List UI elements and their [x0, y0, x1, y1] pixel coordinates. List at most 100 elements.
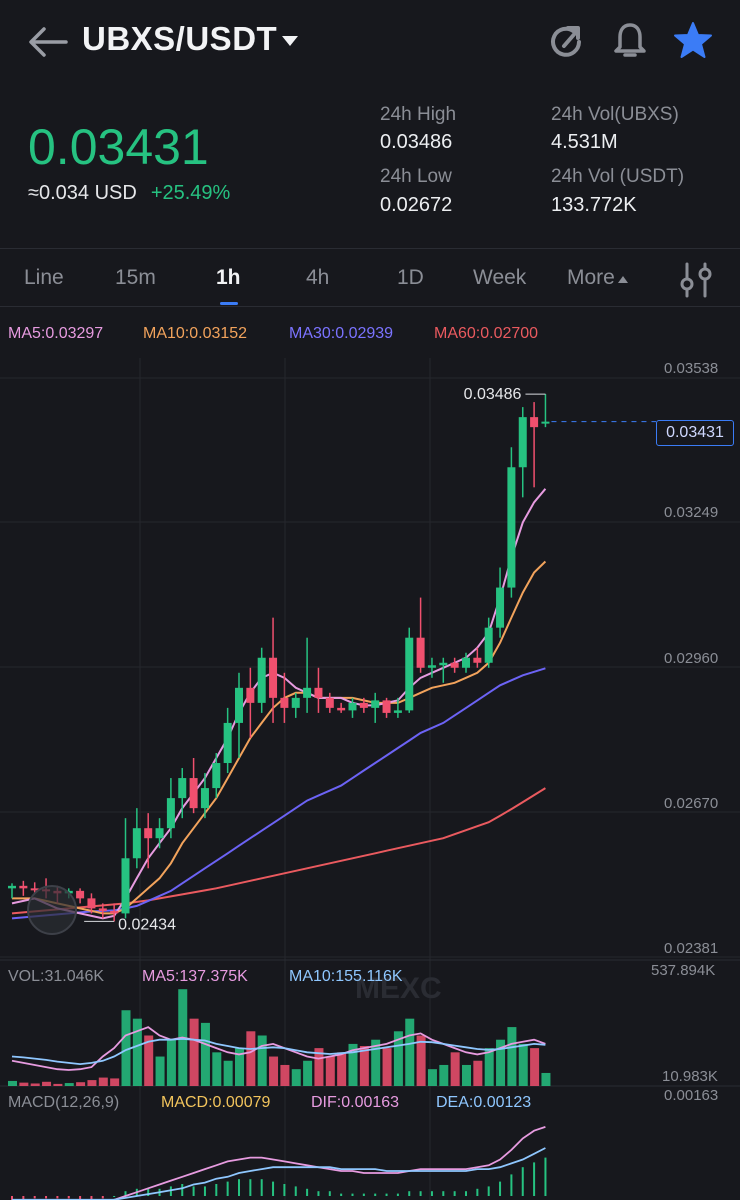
macd-hist-bar — [385, 1193, 388, 1196]
candle-body — [507, 467, 516, 588]
chevron-down-icon[interactable] — [282, 36, 298, 46]
volume-bar — [246, 1031, 256, 1086]
dea-value: DEA:0.00123 — [436, 1094, 532, 1111]
candle-body — [212, 763, 221, 789]
watermark: MEXC — [355, 972, 442, 1005]
volume-bar — [53, 1083, 63, 1086]
macd-hist-bar — [283, 1184, 286, 1196]
macd-value: MACD:0.00079 — [161, 1094, 271, 1111]
tab-4h[interactable]: 4h — [306, 266, 330, 289]
macd-hist-bar — [521, 1167, 524, 1196]
last-price: 0.03431 — [28, 119, 209, 175]
macd-hist-bar — [215, 1184, 218, 1196]
ma60-path — [11, 787, 546, 915]
macd-hist-bar — [465, 1191, 467, 1196]
volume-pane — [8, 989, 551, 1086]
volume-bar — [189, 1018, 199, 1086]
volume-bar — [405, 1018, 415, 1086]
volume-bar — [144, 1035, 154, 1086]
star-icon[interactable] — [673, 20, 713, 60]
candle-body — [484, 627, 493, 663]
macd-hist-bar — [544, 1157, 547, 1196]
volume-bar — [484, 1048, 494, 1086]
candle-body — [76, 890, 85, 899]
macd-hist-bar — [328, 1191, 331, 1196]
price-axis-label: 0.02381 — [664, 940, 719, 957]
candle-body — [416, 637, 425, 668]
macd-hist-bar — [340, 1193, 343, 1196]
vol-ma10-legend: MA10:155.116K — [289, 968, 403, 985]
candle-body — [200, 788, 209, 809]
candle-body — [439, 662, 448, 666]
tab-1h[interactable]: 1h — [216, 266, 241, 289]
dif-value: DIF:0.00163 — [311, 1094, 400, 1111]
vol-base-label: 24h Vol(UBXS) — [551, 104, 679, 125]
candle-body — [348, 702, 357, 711]
macd-hist-bar — [442, 1191, 445, 1196]
candle-body — [359, 702, 368, 708]
candle-body — [246, 687, 255, 703]
volume-bar — [359, 1046, 369, 1086]
candle-body — [427, 665, 436, 668]
volume-bar — [110, 1078, 120, 1086]
tab-week[interactable]: Week — [473, 266, 527, 289]
vol-axis-bottom: 10.983K — [662, 1068, 718, 1085]
low-value: 0.02672 — [380, 194, 453, 216]
vol-axis-top: 537.894K — [651, 962, 716, 979]
candle-body — [189, 778, 198, 809]
volume-bar — [507, 1027, 517, 1086]
usd-equivalent: ≈0.034 USD +25.49% — [28, 182, 230, 205]
arrow-left-icon[interactable] — [26, 22, 70, 62]
candle-body — [496, 587, 505, 628]
tab-line[interactable]: Line — [24, 266, 64, 289]
vol-quote-label: 24h Vol (USDT) — [551, 166, 685, 187]
candle-body — [393, 710, 402, 713]
change-percent: +25.49% — [150, 182, 231, 204]
candle-body — [132, 828, 141, 859]
macd-hist-bar — [33, 1196, 36, 1199]
sliders-icon[interactable] — [676, 260, 716, 300]
tab-more[interactable]: More — [567, 266, 628, 290]
ma30-path — [11, 667, 546, 920]
macd-hist-bar — [362, 1193, 365, 1196]
macd-hist-bar — [419, 1191, 422, 1196]
macd-hist-bar — [11, 1196, 13, 1200]
ma10-line — [12, 560, 547, 915]
ma5-path — [11, 488, 547, 920]
divider — [0, 306, 740, 307]
candlestick-chart[interactable]: MEXC 0.03486 0.02434 — [0, 350, 740, 1200]
tab-15m[interactable]: 15m — [115, 266, 156, 289]
vol-quote-value: 133.772K — [551, 194, 637, 216]
ma5-legend: MA5:0.03297 — [8, 325, 104, 342]
tab-1d[interactable]: 1D — [397, 266, 424, 289]
price-axis-label: 0.02960 — [664, 650, 719, 667]
macd-hist-bar — [306, 1188, 309, 1196]
volume-bar — [518, 1043, 528, 1086]
macd-hist-bar — [56, 1196, 59, 1199]
ma30-legend: MA30:0.02939 — [289, 325, 394, 342]
macd-hist-bar — [67, 1196, 70, 1199]
watermark-text: MEXC — [355, 972, 442, 1005]
pair-title[interactable]: UBXS/USDT — [82, 20, 278, 57]
usd-value: ≈0.034 USD — [28, 182, 137, 204]
volume-bar — [427, 1069, 437, 1086]
macd-hist-bar — [113, 1196, 116, 1197]
volume-bar — [541, 1072, 551, 1086]
vol-ma5-legend: MA5:137.375K — [142, 968, 248, 985]
macd-params: MACD(12,26,9) — [8, 1094, 120, 1111]
macd-hist-bar — [510, 1174, 513, 1196]
macd-axis-top: 0.00163 — [664, 1087, 719, 1104]
chart-toggle-icon — [27, 885, 77, 935]
macd-hist-bar — [169, 1186, 172, 1196]
macd-hist-bar — [374, 1193, 377, 1196]
macd-hist-bar — [260, 1179, 263, 1196]
refresh-icon[interactable] — [546, 22, 586, 62]
macd-hist-bar — [499, 1181, 502, 1196]
volume-bar — [382, 1048, 392, 1086]
macd-hist-bar — [124, 1191, 127, 1196]
candle-body — [178, 778, 187, 799]
macd-hist-bar — [487, 1186, 490, 1196]
bell-icon[interactable] — [610, 20, 650, 60]
candle-body — [325, 697, 334, 708]
candles — [8, 394, 550, 922]
